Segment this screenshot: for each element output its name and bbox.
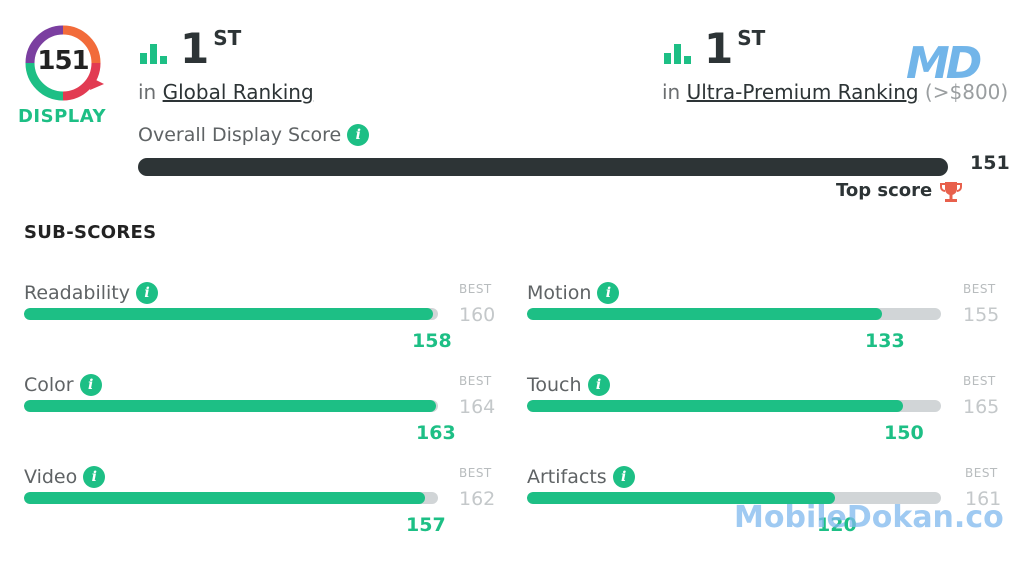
best-label: BEST — [965, 466, 998, 480]
subscore-track — [24, 400, 438, 412]
best-value: 160 — [459, 304, 496, 326]
overall-score-value: 151 — [970, 152, 1010, 174]
info-icon[interactable]: i — [83, 466, 106, 488]
best-value: 161 — [965, 488, 1002, 510]
subscore-value: 120 — [817, 514, 857, 536]
info-icon[interactable]: i — [135, 282, 158, 304]
badge-label: DISPLAY — [17, 106, 106, 127]
best-value: 155 — [963, 304, 1000, 326]
subscore-value: 158 — [412, 330, 452, 352]
bar-chart-icon — [664, 42, 694, 64]
subscore-touch: Touch i BEST 165 150 — [527, 374, 1007, 464]
subscore-label: Readability i — [24, 282, 158, 304]
subscore-fill — [24, 492, 426, 504]
global-rank-position: 1 ST — [180, 24, 242, 73]
best-label: BEST — [963, 374, 996, 388]
subscore-track — [24, 308, 438, 320]
subscore-label: Artifacts i — [527, 466, 635, 488]
subscore-track — [527, 308, 941, 320]
subscore-value: 163 — [416, 422, 456, 444]
subscore-label: Touch i — [527, 374, 610, 396]
ultra-premium-ranking-link[interactable]: Ultra-Premium Ranking — [686, 80, 919, 104]
subscore-color: Color i BEST 164 163 — [24, 374, 504, 464]
subscore-readability: Readability i BEST 160 158 — [24, 282, 504, 372]
subscore-fill — [527, 400, 904, 412]
info-icon[interactable]: i — [587, 374, 610, 396]
badge-score: 151 — [37, 46, 89, 76]
best-label: BEST — [459, 466, 492, 480]
subscore-value: 157 — [406, 514, 446, 536]
global-ranking-link[interactable]: Global Ranking — [162, 80, 314, 104]
top-score-label: Top score — [836, 180, 933, 201]
subscore-fill — [527, 308, 883, 320]
best-value: 164 — [459, 396, 496, 418]
subscores-title: SUB-SCORES — [24, 222, 157, 243]
subscore-label: Motion i — [527, 282, 620, 304]
subscore-fill — [527, 492, 836, 504]
badge-ring-icon — [25, 25, 104, 101]
best-label: BEST — [963, 282, 996, 296]
best-label: BEST — [459, 374, 492, 388]
info-icon[interactable]: i — [612, 466, 635, 488]
info-icon[interactable]: i — [347, 124, 370, 146]
subscore-video: Video i BEST 162 157 — [24, 466, 504, 556]
trophy-icon — [940, 182, 962, 202]
subscore-artifacts: Artifacts i BEST 161 120 — [527, 466, 1007, 556]
ultra-premium-rank-position: 1 ST — [704, 24, 766, 73]
best-value: 165 — [963, 396, 1000, 418]
overall-score-bar — [138, 158, 948, 176]
info-icon[interactable]: i — [79, 374, 102, 396]
subscore-fill — [24, 308, 433, 320]
bar-chart-icon — [140, 42, 170, 64]
ultra-premium-ranking-line: in Ultra-Premium Ranking (>$800) — [662, 80, 1009, 104]
subscore-label: Video i — [24, 466, 106, 488]
info-icon[interactable]: i — [597, 282, 620, 304]
overall-score-label: Overall Display Score i — [138, 124, 370, 146]
best-label: BEST — [459, 282, 492, 296]
md-watermark-logo: MD — [906, 38, 982, 89]
subscore-motion: Motion i BEST 155 133 — [527, 282, 1007, 372]
subscore-value: 133 — [865, 330, 905, 352]
subscore-track — [527, 492, 941, 504]
display-score-badge: 151 DISPLAY — [14, 18, 110, 128]
subscore-track — [527, 400, 941, 412]
site-watermark: MobileDokan.co — [734, 500, 1004, 535]
global-ranking-line: in Global Ranking — [138, 80, 314, 104]
best-value: 162 — [459, 488, 496, 510]
subscore-track — [24, 492, 438, 504]
subscore-fill — [24, 400, 436, 412]
subscore-value: 150 — [884, 422, 924, 444]
subscore-label: Color i — [24, 374, 102, 396]
